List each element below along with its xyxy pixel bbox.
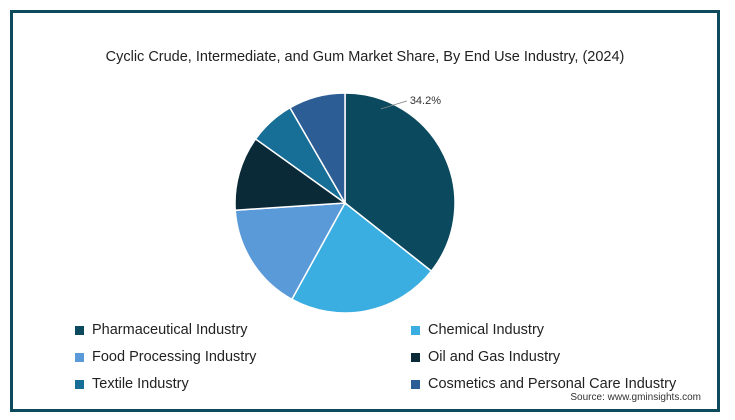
source-note: Source: www.gminsights.com (570, 392, 701, 403)
chart-title: Cyclic Crude, Intermediate, and Gum Mark… (105, 49, 625, 65)
legend-label-3: Oil and Gas Industry (428, 349, 561, 365)
legend-item-2: Food Processing Industry (75, 349, 256, 365)
legend-label-5: Cosmetics and Personal Care Industry (428, 376, 677, 392)
legend-label-1: Chemical Industry (428, 322, 545, 338)
legend-item-4: Textile Industry (75, 376, 189, 392)
pie-slice-1 (290, 201, 433, 314)
legend-swatch-4 (75, 379, 84, 389)
legend-item-1: Chemical Industry (411, 322, 544, 338)
chart-frame: Cyclic Crude, Intermediate, and Gum Mark… (10, 10, 720, 412)
legend-label-0: Pharmaceutical Industry (92, 322, 248, 338)
legend-swatch-1 (411, 325, 420, 335)
data-label-leader-0 (380, 100, 407, 110)
pie-chart: 34.2% (234, 92, 456, 314)
data-label-0: 34.2% (410, 95, 441, 107)
legend-swatch-2 (75, 352, 84, 362)
legend-item-5: Cosmetics and Personal Care Industry (411, 376, 676, 392)
pie-slice-5 (288, 92, 346, 206)
legend-label-4: Textile Industry (92, 376, 189, 392)
legend-item-0: Pharmaceutical Industry (75, 322, 248, 338)
pie-slice-3 (234, 137, 348, 211)
legend-label-2: Food Processing Industry (92, 349, 257, 365)
pie-slice-2 (234, 202, 347, 301)
legend-swatch-3 (411, 352, 420, 362)
legend-swatch-0 (75, 325, 84, 335)
legend-item-3: Oil and Gas Industry (411, 349, 560, 365)
legend-swatch-5 (411, 379, 420, 389)
pie-slice-0 (344, 92, 456, 273)
